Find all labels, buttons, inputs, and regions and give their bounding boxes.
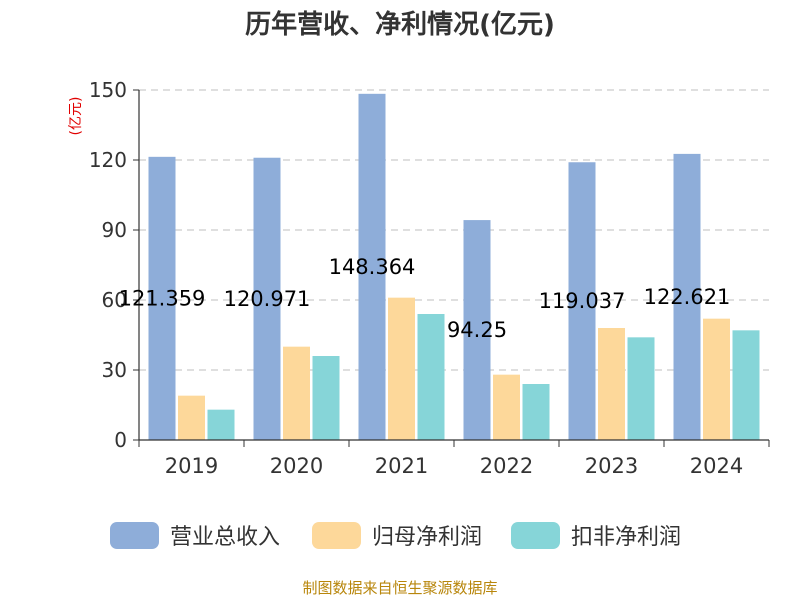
bar [207,409,235,440]
bar [148,156,176,441]
legend-swatch [511,522,560,549]
bar [388,297,415,440]
bar [522,384,550,440]
y-tick-label: 90 [102,218,127,242]
bar [627,337,655,440]
bar [253,157,281,441]
bar [703,318,730,440]
gridlines [139,89,769,371]
y-axis-unit: (亿元) [68,97,84,136]
y-axis-ticks: 0 30 60 90 120 150 [89,78,139,452]
bar [493,374,520,440]
x-tick-label: 2020 [270,454,323,478]
data-label: 94.25 [447,318,507,342]
data-label: 119.037 [539,289,626,313]
y-tick-label: 0 [114,428,127,452]
bar [732,330,760,440]
legend-swatch [312,522,361,549]
data-label: 120.971 [224,287,311,311]
bar [417,314,445,440]
x-tick-label: 2019 [165,454,218,478]
y-tick-label: 120 [89,148,127,172]
y-tick-label: 150 [89,78,127,102]
data-label: 121.359 [119,286,206,310]
legend-label: 营业总收入 [170,525,280,550]
bar [178,395,205,440]
bar [312,356,340,440]
bar [358,93,386,441]
bar [568,162,596,440]
legend-label: 扣非净利润 [571,525,681,550]
data-labels: 121.359 120.971 148.364 94.25 119.037 122.621 [119,255,731,342]
x-tick-label: 2024 [690,454,743,478]
source-note: 制图数据来自恒生聚源数据库 [302,579,497,597]
data-label: 122.621 [644,285,731,309]
data-label: 148.364 [329,255,416,279]
y-tick-label: 30 [102,358,127,382]
x-axis-ticks: 2019 2020 2021 2022 2023 2024 [138,440,770,478]
x-tick-label: 2023 [585,454,638,478]
bar [463,220,491,440]
bar [673,153,701,440]
x-tick-label: 2021 [375,454,428,478]
chart-title: 历年营收、净利情况(亿元) [245,9,555,40]
bars [148,93,760,441]
legend-swatch [110,522,159,549]
y-tick-label: 60 [102,288,127,312]
bar [283,346,310,440]
legend-label: 归母净利润 [372,525,482,550]
bar [598,328,625,440]
legend: 营业总收入 归母净利润 扣非净利润 [110,522,681,550]
x-tick-label: 2022 [480,454,533,478]
